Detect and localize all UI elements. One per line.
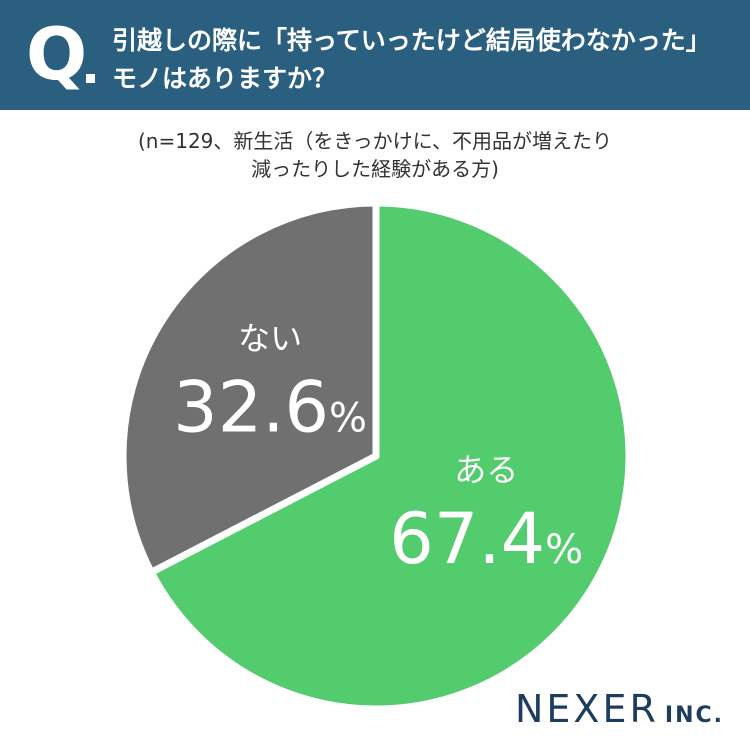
q-dot <box>86 74 95 83</box>
brand-logo: NEXER INC. <box>515 687 724 731</box>
question-header: Q 引越しの際に「持っていったけど結局使わなかった」モノはありますか？ <box>0 0 750 110</box>
slice-label-group: ない 32.6% <box>173 320 367 449</box>
slice-value-label: 67.4% <box>389 498 583 580</box>
pie-slice-aru <box>147 199 633 713</box>
slice-category-label: ある <box>454 451 518 489</box>
brand-name: NEXER <box>515 687 659 731</box>
slice-value-label: 32.6% <box>173 367 367 449</box>
slice-label-group: ある 67.4% <box>389 451 583 580</box>
sample-note: (n=129、新生活（をきっかけに、不用品が増えたり 減ったりした経験がある方) <box>137 129 612 181</box>
q-mark: Q <box>26 12 88 96</box>
slice-category-label: ない <box>238 320 302 358</box>
brand-suffix: INC. <box>664 703 724 728</box>
question-text: 引越しの際に「持っていったけど結局使わなかった」モノはありますか？ <box>112 26 711 93</box>
pie-slice-nai <box>119 199 380 576</box>
